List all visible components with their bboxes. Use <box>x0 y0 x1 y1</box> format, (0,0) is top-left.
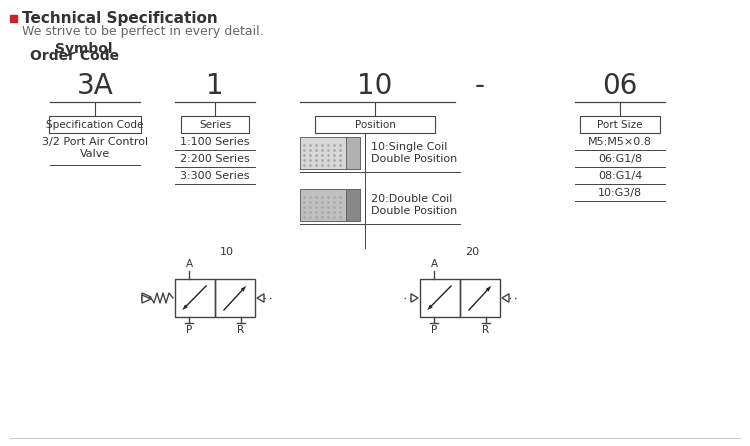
Bar <box>300 189 360 221</box>
Text: A: A <box>185 259 193 269</box>
Text: 3A: 3A <box>76 72 113 100</box>
Text: 10: 10 <box>357 72 393 100</box>
Polygon shape <box>182 305 188 310</box>
Text: Specification Code: Specification Code <box>46 120 144 129</box>
Text: Series: Series <box>199 120 231 129</box>
Text: 06:G1/8: 06:G1/8 <box>598 154 642 164</box>
Bar <box>580 116 660 133</box>
Text: 3/2 Port Air Control
Valve: 3/2 Port Air Control Valve <box>42 137 148 159</box>
Text: 10:G3/8: 10:G3/8 <box>598 188 642 198</box>
Text: M5:M5×0.8: M5:M5×0.8 <box>588 137 652 147</box>
Bar <box>49 116 141 133</box>
Text: We strive to be perfect in every detail.: We strive to be perfect in every detail. <box>22 25 264 38</box>
Bar <box>346 189 360 221</box>
Text: 20:Double Coil
Double Position: 20:Double Coil Double Position <box>371 194 458 216</box>
Bar <box>315 116 435 133</box>
Bar <box>181 116 249 133</box>
Polygon shape <box>142 293 151 301</box>
Bar <box>10 15 17 22</box>
Text: R: R <box>238 325 244 335</box>
Text: Technical Specification: Technical Specification <box>22 11 217 26</box>
Text: 10: 10 <box>220 247 234 257</box>
Polygon shape <box>411 294 418 302</box>
Text: P: P <box>430 325 437 335</box>
Bar <box>175 279 215 317</box>
Text: 06: 06 <box>602 72 638 100</box>
Text: 08:G1/4: 08:G1/4 <box>598 171 642 181</box>
Polygon shape <box>427 305 433 310</box>
Text: Port Size: Port Size <box>597 120 643 129</box>
Text: -: - <box>475 72 485 100</box>
Polygon shape <box>142 295 151 303</box>
Bar <box>346 137 360 169</box>
Text: 2:200 Series: 2:200 Series <box>180 154 250 164</box>
Text: 1:100 Series: 1:100 Series <box>180 137 250 147</box>
Polygon shape <box>241 286 246 292</box>
Polygon shape <box>486 286 491 292</box>
Text: 20: 20 <box>465 247 479 257</box>
Bar <box>300 137 360 169</box>
Bar <box>460 279 500 317</box>
Text: 10:Single Coil
Double Position: 10:Single Coil Double Position <box>371 142 458 164</box>
Polygon shape <box>502 294 509 302</box>
Bar <box>420 279 460 317</box>
Text: Order Code: Order Code <box>30 49 119 63</box>
Polygon shape <box>257 294 264 302</box>
Text: Position: Position <box>355 120 395 129</box>
Bar <box>215 279 255 317</box>
Text: 3:300 Series: 3:300 Series <box>180 171 250 181</box>
Text: R: R <box>482 325 490 335</box>
Text: 1: 1 <box>206 72 224 100</box>
Text: A: A <box>430 259 437 269</box>
Text: P: P <box>186 325 192 335</box>
Text: Symbol: Symbol <box>55 42 112 56</box>
